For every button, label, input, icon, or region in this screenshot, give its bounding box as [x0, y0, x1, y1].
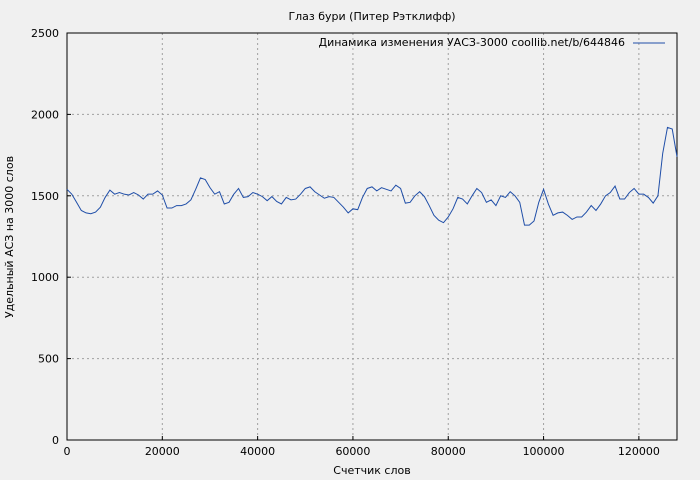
x-tick-label: 20000: [145, 445, 180, 458]
y-tick-label: 1000: [31, 271, 59, 284]
x-tick-label: 100000: [523, 445, 565, 458]
axis-ticks: 0 20000 40000 60000 80000 100000 120000 0 500 100…: [31, 27, 660, 458]
x-tick-label: 120000: [618, 445, 660, 458]
x-tick-label: 40000: [240, 445, 275, 458]
x-axis-label: Счетчик слов: [333, 464, 410, 477]
y-tick-label: 2000: [31, 108, 59, 121]
series-line: [66, 126, 678, 226]
chart-title: Глаз бури (Питер Рэтклифф): [288, 10, 455, 23]
plot-frame: [66, 32, 678, 441]
x-tick-label: 60000: [335, 445, 370, 458]
grid-lines: [67, 33, 677, 440]
y-tick-label: 500: [38, 353, 59, 366]
y-tick-label: 1500: [31, 190, 59, 203]
y-tick-label: 2500: [31, 27, 59, 40]
x-tick-label: 80000: [431, 445, 466, 458]
y-tick-label: 0: [52, 434, 59, 447]
legend-label: Динамика изменения УАСЗ-3000 coollib.net…: [319, 36, 626, 49]
y-axis-label: Удельный АСЗ на 3000 слов: [3, 156, 16, 318]
x-tick-label: 0: [64, 445, 71, 458]
